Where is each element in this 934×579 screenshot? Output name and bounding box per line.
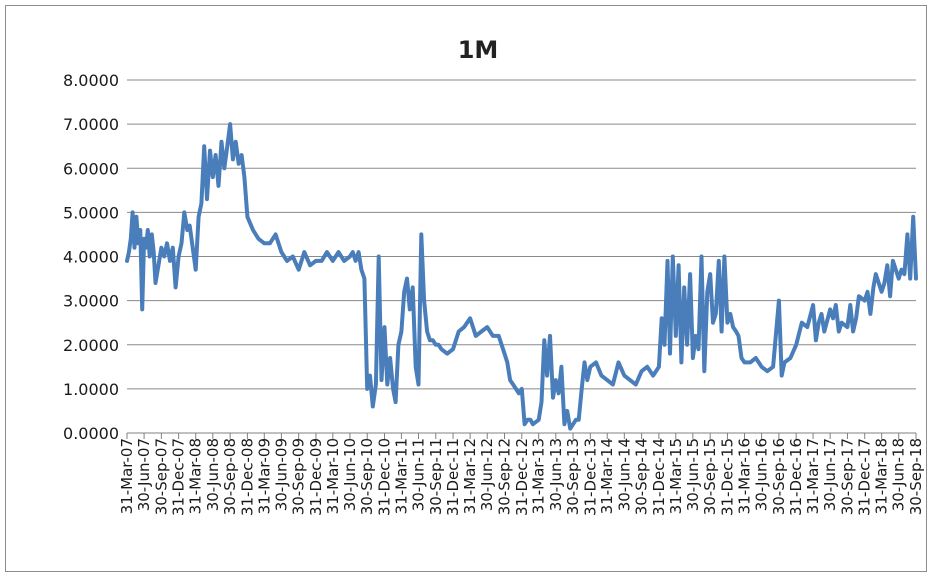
x-axis-tick-labels: 31-Mar-07 30-Jun-07 30-Sep-07 31-Dec-07 31-M… — [118, 438, 925, 516]
x-tick-label: 31-Mar-15 — [667, 438, 685, 514]
y-tick-label: 3.0000 — [63, 292, 119, 311]
series-group — [125, 122, 918, 431]
x-tick-label: 31-Dec-11 — [444, 438, 462, 516]
x-tick-label: 31-Mar-16 — [736, 438, 754, 514]
y-axis-ticks: 0.0000 1.0000 2.0000 3.0000 4.0000 5.0000 6.00… — [63, 71, 119, 443]
x-tick-label: 31-Dec-17 — [856, 438, 874, 516]
x-axis — [126, 433, 917, 439]
x-tick-label: 31-Mar-18 — [873, 438, 891, 514]
x-tick-label: 30-Sep-12 — [496, 438, 514, 515]
y-tick-label: 0.0000 — [63, 424, 119, 443]
x-tick-label: 31-Mar-17 — [804, 438, 822, 514]
x-tick-label: 31-Dec-08 — [238, 438, 256, 516]
x-tick-label: 30-Sep-14 — [633, 438, 651, 515]
x-tick-label: 31-Dec-09 — [307, 438, 325, 516]
y-tick-label: 5.0000 — [63, 203, 119, 222]
x-tick-label: 31-Mar-11 — [392, 438, 410, 514]
x-tick-label: 31-Dec-07 — [170, 438, 188, 516]
x-tick-label: 31-Dec-16 — [787, 438, 805, 516]
x-tick-label: 30-Sep-17 — [838, 438, 856, 515]
x-tick-label: 30-Sep-15 — [701, 438, 719, 515]
y-tick-label: 7.0000 — [63, 115, 119, 134]
x-tick-label: 31-Mar-09 — [255, 438, 273, 514]
x-tick-label: 30-Jun-17 — [821, 438, 839, 511]
x-tick-label: 30-Sep-10 — [358, 438, 376, 515]
y-tick-label: 1.0000 — [63, 380, 119, 399]
x-tick-label: 31-Dec-13 — [581, 438, 599, 516]
chart-frame — [5, 5, 927, 572]
x-tick-label: 30-Jun-18 — [890, 438, 908, 511]
x-tick-label: 30-Jun-08 — [204, 438, 222, 511]
x-tick-label: 31-Mar-08 — [187, 438, 205, 514]
x-tick-label: 30-Jun-13 — [547, 438, 565, 511]
x-tick-label: 30-Sep-08 — [221, 438, 239, 515]
chart-title: 1M — [458, 36, 499, 64]
y-tick-label: 2.0000 — [63, 336, 119, 355]
x-tick-label: 31-Dec-14 — [650, 438, 668, 516]
x-tick-label: 31-Mar-13 — [530, 438, 548, 514]
x-tick-label: 30-Jun-07 — [135, 438, 153, 511]
x-tick-label: 30-Jun-14 — [615, 438, 633, 511]
x-tick-label: 31-Mar-07 — [118, 438, 136, 514]
x-tick-label: 31-Dec-12 — [513, 438, 531, 516]
x-tick-label: 30-Sep-07 — [152, 438, 170, 515]
x-tick-label: 30-Sep-11 — [427, 438, 445, 515]
x-tick-label: 31-Mar-14 — [598, 438, 616, 514]
x-tick-label: 30-Sep-09 — [290, 438, 308, 515]
x-tick-label: 30-Sep-18 — [907, 438, 925, 515]
y-tick-label: 8.0000 — [63, 71, 119, 90]
x-tick-label: 30-Sep-16 — [770, 438, 788, 515]
x-tick-label: 30-Jun-10 — [341, 438, 359, 511]
x-tick-label: 30-Jun-12 — [478, 438, 496, 511]
x-tick-label: 30-Jun-15 — [684, 438, 702, 511]
x-tick-label: 31-Mar-10 — [324, 438, 342, 514]
x-tick-label: 30-Jun-16 — [753, 438, 771, 511]
x-tick-label: 30-Sep-13 — [564, 438, 582, 515]
x-tick-label: 30-Jun-09 — [272, 438, 290, 511]
x-tick-label: 31-Mar-12 — [461, 438, 479, 514]
series-line — [125, 122, 918, 431]
y-tick-label: 6.0000 — [63, 159, 119, 178]
x-tick-label: 31-Dec-10 — [375, 438, 393, 516]
x-tick-label: 30-Jun-11 — [409, 438, 427, 511]
x-tick-label: 31-Dec-15 — [718, 438, 736, 516]
gridlines — [127, 79, 916, 434]
y-tick-label: 4.0000 — [63, 248, 119, 267]
